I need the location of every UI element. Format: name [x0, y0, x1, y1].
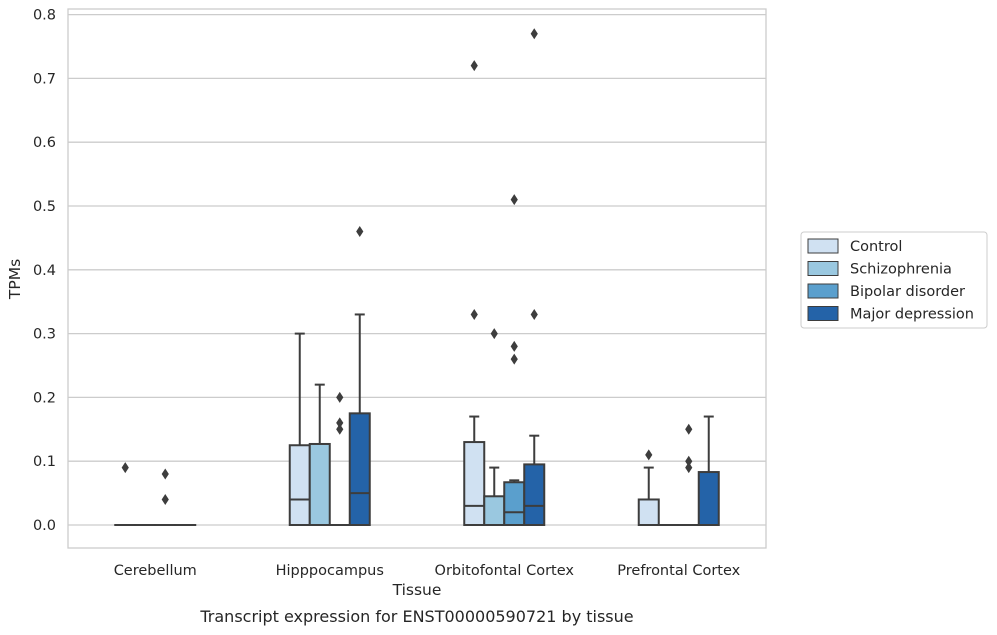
x-tick-label: Orbitofontal Cortex — [435, 563, 575, 579]
chart-caption: Transcript expression for ENST0000059072… — [199, 607, 633, 626]
outlier-point — [510, 340, 518, 352]
gridlines — [68, 13, 766, 526]
legend-label: Schizophrenia — [850, 262, 952, 278]
y-axis-title: TPMs — [6, 259, 24, 300]
y-tick-label: 0.3 — [33, 327, 56, 343]
box — [348, 412, 371, 527]
outlier-point — [490, 328, 498, 340]
box-group — [503, 194, 526, 526]
y-tick-label: 0.2 — [33, 390, 56, 406]
legend-label: Major depression — [850, 307, 974, 323]
legend: Control Schizophrenia Bipolar disorder Majo… — [800, 231, 988, 329]
box — [523, 463, 546, 527]
outlier-point — [356, 226, 364, 238]
y-tick-label: 0.8 — [33, 8, 56, 24]
box-group — [308, 383, 331, 526]
outlier-point — [685, 462, 693, 474]
box-group — [523, 28, 546, 527]
box-group — [288, 332, 311, 526]
legend-swatch — [807, 261, 839, 276]
legend-label: Control — [850, 239, 902, 255]
outlier-point — [336, 391, 344, 403]
outlier-point — [685, 423, 693, 435]
outlier-point — [336, 417, 344, 429]
outlier-point — [161, 468, 169, 480]
x-axis-title: Tissue — [392, 581, 442, 599]
box-group — [348, 226, 371, 527]
y-tick-label: 0.0 — [33, 518, 56, 534]
box-group — [328, 391, 351, 527]
box-group — [463, 60, 486, 526]
box-group — [483, 328, 506, 527]
boxes — [114, 28, 720, 527]
y-tick-labels: 0.0 0.1 0.2 0.3 0.4 0.5 0.6 0.7 0.8 — [33, 8, 56, 534]
outlier-point — [645, 449, 653, 461]
box — [463, 441, 486, 526]
box — [503, 481, 526, 526]
outlier-point — [685, 455, 693, 467]
x-tick-labels: Cerebellum Hipppocampus Orbitofontal Corte… — [114, 563, 741, 579]
box — [288, 444, 311, 526]
outlier-point — [470, 308, 478, 320]
box — [308, 442, 331, 526]
legend-label: Bipolar disorder — [850, 284, 965, 300]
box — [637, 498, 660, 527]
legend-swatch — [807, 306, 839, 321]
y-tick-label: 0.6 — [33, 135, 56, 151]
plot-frame — [67, 8, 767, 549]
box-group — [677, 423, 700, 527]
box-group — [154, 468, 177, 527]
box — [483, 495, 506, 527]
box-group — [697, 415, 720, 526]
legend-swatch — [807, 283, 839, 299]
box-group — [637, 449, 660, 527]
y-tick-label: 0.5 — [33, 199, 56, 215]
outlier-point — [121, 462, 129, 474]
outlier-point — [530, 28, 538, 40]
y-tick-label: 0.7 — [33, 71, 56, 87]
outlier-point — [510, 353, 518, 365]
legend-swatch — [807, 238, 839, 254]
y-tick-label: 0.1 — [33, 454, 56, 470]
y-tick-label: 0.4 — [33, 263, 56, 279]
legend-frame — [800, 231, 988, 329]
box-group — [114, 462, 137, 527]
x-tick-label: Hipppocampus — [276, 563, 384, 579]
x-tick-label: Prefrontal Cortex — [617, 563, 740, 579]
outlier-point — [530, 308, 538, 320]
outlier-point — [470, 60, 478, 72]
outlier-point — [336, 423, 344, 435]
x-tick-label: Cerebellum — [114, 563, 197, 579]
outlier-point — [161, 493, 169, 505]
outlier-point — [510, 194, 518, 206]
box — [697, 471, 720, 526]
